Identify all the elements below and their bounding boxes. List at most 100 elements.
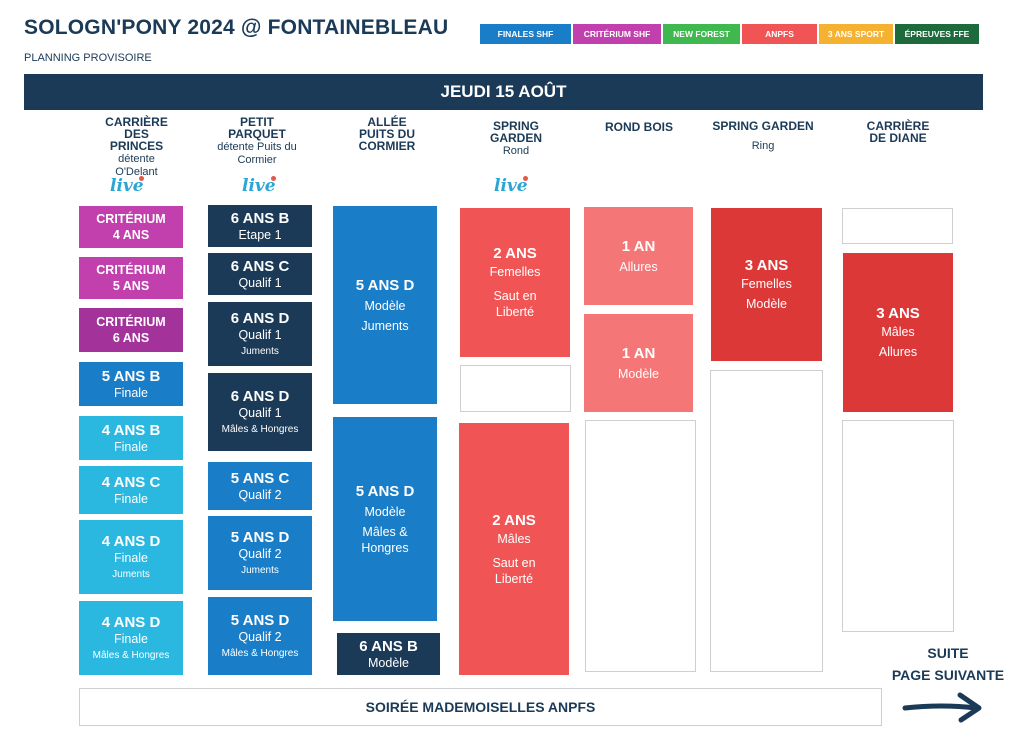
event-label: Finale — [113, 491, 149, 506]
event-block: 5 ANS D Modèle Juments — [333, 206, 437, 404]
legend-3-ans-sport: 3 ANS SPORT — [819, 24, 893, 44]
empty-slot — [460, 365, 571, 412]
column-header-rond-bois: ROND BOIS — [587, 121, 691, 133]
event-block: 5 ANS D Modèle Mâles & Hongres — [333, 417, 437, 621]
empty-slot — [585, 420, 696, 672]
column-header-allee-puits-du-cormier: ALLÉE PUITS DU CORMIER — [337, 116, 437, 152]
legend-anpfs: ANPFS — [742, 24, 817, 44]
next-page-label[interactable]: SUITE PAGE SUIVANTE — [878, 642, 1018, 686]
column-header-petit-parquet: PETIT PARQUET détente Puits du Cormier — [207, 116, 307, 167]
column-sub: détente O'Delant — [115, 153, 158, 178]
suite-line-1: SUITE — [927, 645, 969, 661]
event-label-2: Mâles & — [362, 524, 408, 539]
event-tag: Mâles & Hongres — [221, 648, 299, 659]
column-name: CARRIÈRE DES PRINCES — [105, 115, 168, 153]
suite-line-2: PAGE SUIVANTE — [891, 667, 1005, 683]
event-block: 4 ANS D Finale Juments — [79, 520, 183, 594]
event-block: 1 AN Modèle — [584, 314, 693, 412]
event-block: CRITÉRIUM 4 ANS — [79, 206, 183, 248]
event-title: 6 ANS B — [230, 209, 290, 227]
column-sub: Ring — [751, 140, 775, 152]
column-header-spring-garden-ring: SPRING GARDEN Ring — [703, 120, 823, 153]
event-block: 1 AN Allures — [584, 207, 693, 305]
event-block: 5 ANS D Qualif 2 Mâles & Hongres — [208, 597, 312, 675]
live-text: live — [494, 176, 528, 196]
event-block: 6 ANS C Qualif 1 — [208, 253, 312, 295]
event-title: 4 ANS D — [101, 614, 161, 631]
column-name: CARRIÈRE DE DIANE — [866, 119, 930, 145]
event-title: 5 ANS D — [230, 529, 290, 546]
legend-criterium-shf: CRITÉRIUM SHF — [573, 24, 661, 44]
column-sub: détente Puits du Cormier — [217, 141, 297, 166]
event-title: 5 ANS D — [355, 482, 415, 500]
event-title: 1 AN — [621, 237, 656, 255]
event-tag: Juments — [241, 346, 279, 357]
event-title: 5 ANS D — [355, 276, 415, 294]
empty-slot — [842, 208, 953, 244]
event-label: 4 ANS — [112, 228, 150, 242]
event-title: 1 AN — [621, 344, 656, 362]
column-name: ROND BOIS — [604, 120, 673, 134]
event-block: 6 ANS D Qualif 1 Mâles & Hongres — [208, 373, 312, 451]
event-title: 4 ANS B — [101, 421, 161, 439]
soiree-banner: SOIRÉE MADEMOISELLES ANPFS — [79, 688, 882, 726]
event-label: Finale — [113, 551, 149, 565]
column-header-spring-garden-rond: SPRING GARDEN Rond — [463, 120, 569, 158]
column-name: PETIT PARQUET — [228, 115, 286, 141]
event-label: Modèle — [364, 504, 406, 519]
event-title: 5 ANS B — [101, 367, 161, 385]
event-block: 4 ANS C Finale — [79, 466, 183, 514]
column-header-carriere-des-princes: CARRIÈRE DES PRINCES détente O'Delant — [80, 116, 193, 179]
event-label: 5 ANS — [112, 279, 150, 293]
event-label: 6 ANS — [112, 331, 150, 345]
event-label-3: Liberté — [495, 305, 535, 319]
event-label: Qualif 1 — [238, 275, 282, 290]
event-label: Femelles — [489, 265, 541, 279]
page-subtitle: PLANNING PROVISOIRE — [24, 52, 152, 64]
event-label: Femelles — [741, 277, 792, 291]
event-title: 6 ANS D — [230, 388, 290, 405]
event-title: 2 ANS — [492, 511, 536, 529]
event-title: 2 ANS — [493, 245, 537, 262]
event-title: 6 ANS B — [359, 637, 418, 655]
event-title: 6 ANS D — [230, 310, 290, 327]
event-block: 5 ANS B Finale — [79, 362, 183, 406]
event-block: 2 ANS Femelles Saut en Liberté — [460, 208, 570, 357]
event-tag: Juments — [112, 569, 150, 580]
column-name: SPRING GARDEN — [489, 119, 542, 145]
event-label: Qualif 2 — [238, 547, 282, 561]
empty-slot — [710, 370, 823, 672]
event-label: Qualif 2 — [238, 630, 282, 644]
live-dot-icon — [523, 176, 528, 181]
event-title: 3 ANS — [876, 305, 920, 322]
event-tag: Juments — [241, 565, 279, 576]
legend-finales-shf: FINALES SHF — [480, 24, 571, 44]
event-label-3: Hongres — [361, 540, 409, 555]
page-title: SOLOGN'PONY 2024 @ FONTAINEBLEAU — [24, 16, 449, 39]
event-block: 4 ANS B Finale — [79, 416, 183, 460]
event-label: Mâles — [881, 325, 915, 339]
event-label: Modèle — [368, 655, 409, 670]
event-title: 4 ANS C — [101, 473, 161, 491]
live-logo: live — [110, 176, 150, 200]
event-block: 6 ANS B Modèle — [337, 633, 440, 675]
event-label: Modèle — [618, 366, 659, 381]
event-title: CRITÉRIUM — [96, 263, 166, 277]
event-block: CRITÉRIUM 6 ANS — [79, 308, 183, 352]
event-label: Qualif 1 — [238, 406, 282, 420]
live-text: live — [110, 176, 144, 196]
column-name: ALLÉE PUITS DU CORMIER — [358, 115, 416, 153]
legend-epreuves-ffe: ÉPREUVES FFE — [895, 24, 979, 44]
event-label: Mâles — [497, 531, 531, 546]
live-logo: live — [494, 176, 534, 200]
event-label-2: Saut en — [492, 555, 536, 570]
event-block: 6 ANS D Qualif 1 Juments — [208, 302, 312, 366]
arrow-right-icon[interactable] — [902, 690, 986, 724]
legend-new-forest: NEW FOREST — [663, 24, 740, 44]
empty-slot — [842, 420, 954, 632]
event-label-2: Juments — [361, 318, 409, 333]
event-label: Allures — [619, 259, 658, 274]
event-label-2: Modèle — [746, 297, 787, 311]
live-dot-icon — [271, 176, 276, 181]
event-block: 4 ANS D Finale Mâles & Hongres — [79, 601, 183, 675]
